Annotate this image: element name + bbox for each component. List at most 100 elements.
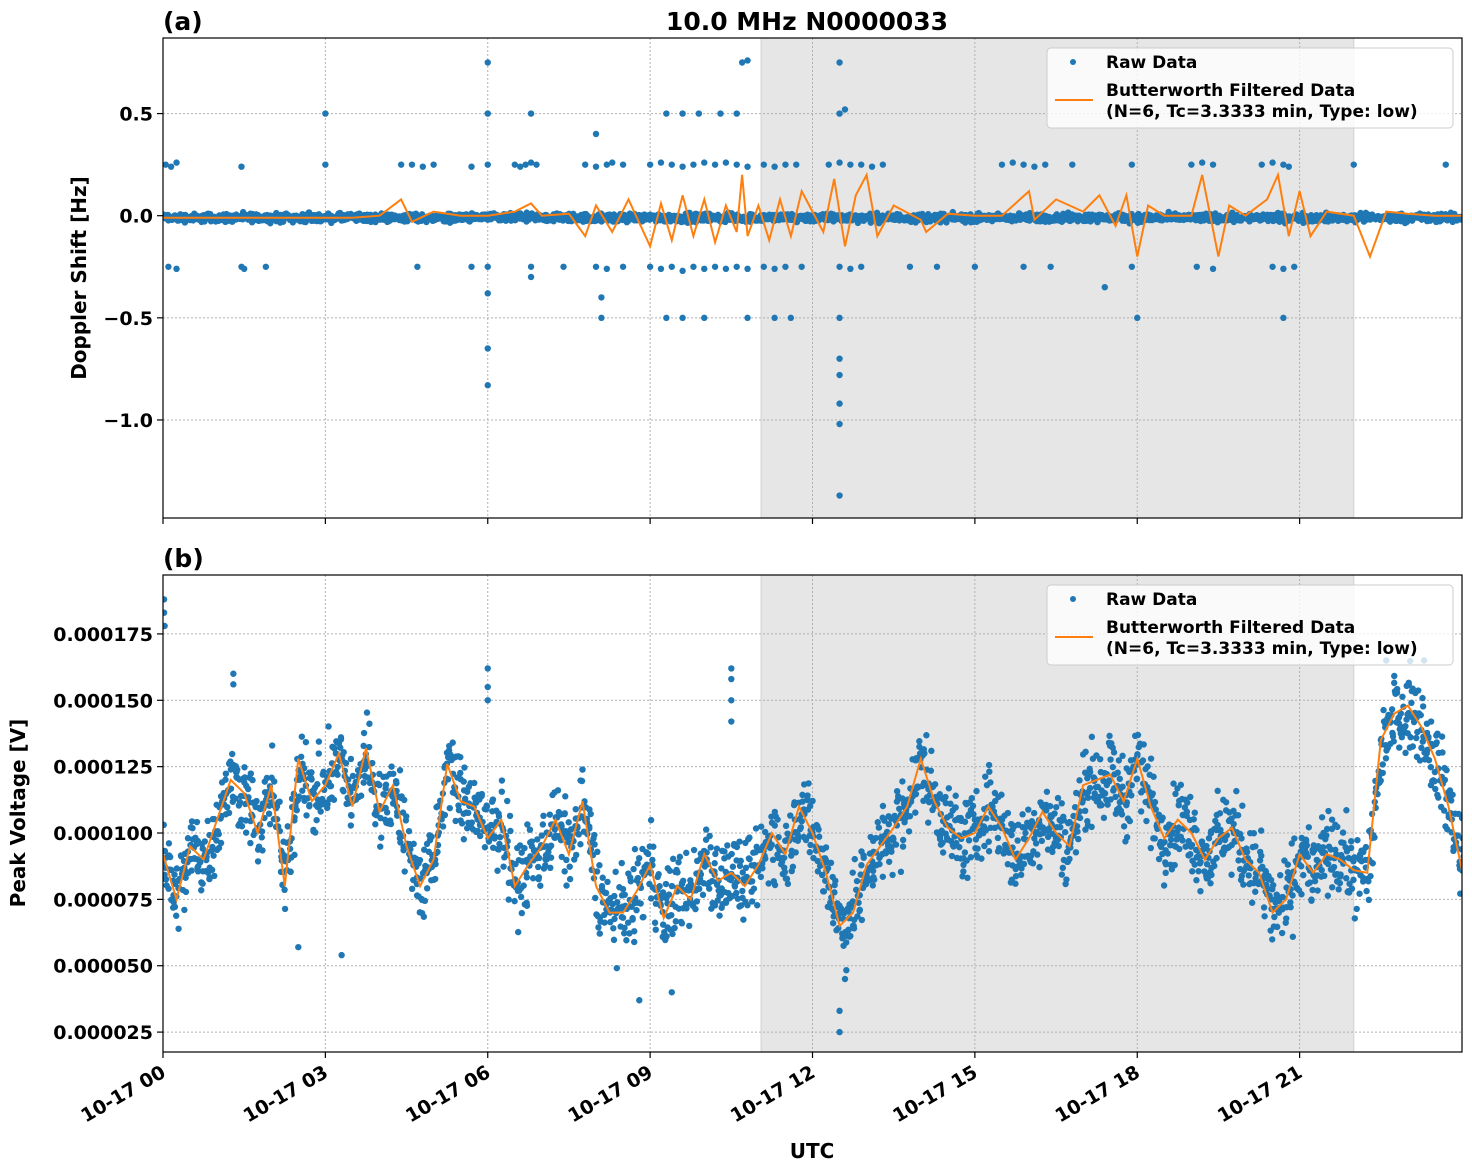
raw-data-point bbox=[554, 787, 562, 794]
raw-data-point bbox=[1252, 843, 1259, 850]
raw-data-point bbox=[182, 888, 190, 896]
raw-data-outlier bbox=[1280, 265, 1287, 273]
raw-data-point bbox=[1257, 827, 1265, 834]
raw-data-outlier bbox=[1047, 263, 1054, 270]
raw-data-point bbox=[387, 820, 395, 828]
raw-data-point bbox=[693, 898, 701, 905]
raw-data-point bbox=[227, 785, 235, 792]
raw-data-point bbox=[920, 746, 928, 753]
raw-data-point bbox=[258, 828, 266, 835]
raw-data-outlier bbox=[484, 110, 491, 117]
raw-data-point bbox=[410, 840, 417, 848]
raw-data-point bbox=[1402, 749, 1409, 757]
raw-data-point bbox=[247, 770, 255, 777]
raw-data-outlier bbox=[603, 161, 611, 168]
raw-data-point bbox=[383, 809, 391, 816]
raw-data-outlier bbox=[722, 159, 730, 166]
raw-data-point bbox=[1409, 743, 1417, 750]
raw-data-point bbox=[182, 874, 189, 881]
raw-data-point bbox=[498, 788, 506, 795]
raw-data-outlier bbox=[825, 161, 832, 168]
raw-data-point bbox=[476, 832, 484, 840]
raw-data-point bbox=[860, 854, 867, 861]
raw-data-point bbox=[281, 886, 288, 894]
raw-data-point bbox=[334, 763, 341, 771]
raw-data-point bbox=[1367, 872, 1374, 880]
raw-data-point bbox=[242, 817, 250, 824]
raw-data-outlier bbox=[419, 163, 426, 170]
raw-data-point bbox=[768, 841, 776, 849]
raw-data-point bbox=[982, 773, 989, 780]
raw-data-point bbox=[1143, 817, 1150, 825]
raw-data-point bbox=[457, 753, 464, 761]
raw-data-outlier bbox=[1258, 161, 1265, 168]
raw-data-point bbox=[675, 859, 682, 866]
raw-data-point bbox=[1396, 744, 1403, 751]
raw-data-point bbox=[809, 797, 816, 805]
raw-data-point bbox=[388, 763, 395, 770]
raw-data-point bbox=[1365, 896, 1373, 904]
raw-data-point bbox=[899, 836, 907, 844]
raw-data-point bbox=[945, 785, 953, 792]
raw-data-point bbox=[382, 781, 390, 788]
raw-data-point bbox=[964, 874, 971, 882]
raw-data-point bbox=[1283, 915, 1290, 922]
raw-data-point bbox=[171, 871, 178, 878]
raw-data-point bbox=[716, 912, 723, 919]
raw-data-point bbox=[1054, 794, 1062, 802]
raw-data-point bbox=[1311, 877, 1319, 885]
raw-data-outlier bbox=[1020, 263, 1027, 270]
raw-data-point bbox=[1101, 790, 1109, 797]
raw-data-point bbox=[330, 796, 338, 803]
raw-data-point bbox=[1389, 733, 1397, 740]
raw-data-point bbox=[1108, 740, 1115, 747]
raw-data-point bbox=[1393, 685, 1401, 693]
raw-data-point bbox=[1284, 861, 1292, 868]
raw-data-point bbox=[678, 920, 686, 927]
raw-data-point bbox=[1109, 763, 1117, 771]
raw-data-point bbox=[631, 845, 639, 853]
raw-data-point bbox=[357, 792, 365, 799]
raw-data-point bbox=[592, 894, 599, 902]
raw-data-point bbox=[421, 897, 429, 905]
raw-data-outlier bbox=[1188, 161, 1195, 168]
raw-data-outlier bbox=[484, 263, 491, 270]
raw-data-point bbox=[558, 823, 565, 830]
raw-data-point bbox=[1020, 860, 1028, 868]
raw-data-outlier bbox=[1128, 263, 1136, 270]
raw-data-point bbox=[647, 816, 655, 824]
raw-data-point bbox=[1347, 838, 1355, 845]
raw-data-point bbox=[1160, 882, 1168, 889]
raw-data-point bbox=[390, 770, 397, 777]
raw-data-point bbox=[1014, 837, 1021, 844]
raw-data-point bbox=[1061, 828, 1069, 836]
raw-data-point bbox=[1415, 710, 1423, 717]
raw-data-point bbox=[1063, 876, 1070, 883]
raw-data-point bbox=[315, 738, 323, 745]
raw-data-point bbox=[1261, 913, 1268, 920]
raw-data-point bbox=[1119, 752, 1126, 760]
raw-data-point bbox=[602, 889, 610, 897]
raw-data-point bbox=[201, 838, 208, 845]
raw-data-point bbox=[875, 824, 883, 831]
raw-data-point bbox=[998, 791, 1005, 798]
raw-data-outlier bbox=[858, 263, 865, 270]
raw-data-point bbox=[906, 812, 914, 820]
raw-data-point bbox=[1427, 763, 1435, 771]
raw-data-point bbox=[649, 856, 656, 864]
x-axis-label: UTC bbox=[790, 1139, 835, 1163]
raw-data-point bbox=[1228, 871, 1235, 878]
raw-data-point bbox=[460, 778, 467, 785]
raw-data-point bbox=[481, 844, 489, 851]
raw-data-point bbox=[899, 843, 907, 850]
raw-data-point bbox=[523, 902, 531, 909]
raw-data-point bbox=[850, 922, 857, 930]
raw-data-point bbox=[815, 826, 822, 833]
raw-data-point bbox=[307, 774, 315, 781]
raw-data-point bbox=[331, 745, 338, 752]
raw-data-point bbox=[1107, 756, 1114, 763]
raw-data-outlier bbox=[1285, 163, 1293, 170]
raw-data-outlier bbox=[1209, 161, 1217, 168]
raw-data-point bbox=[468, 819, 476, 826]
raw-data-point bbox=[1177, 833, 1185, 841]
